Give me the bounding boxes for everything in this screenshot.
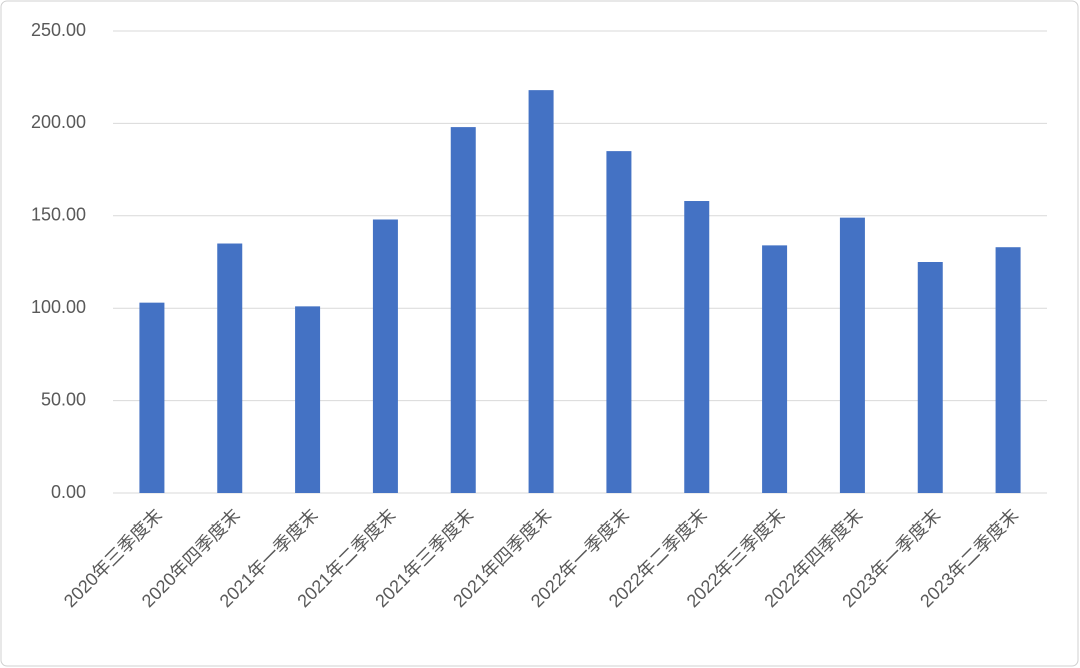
bar	[139, 302, 165, 493]
bar	[839, 217, 865, 493]
bar	[995, 247, 1021, 493]
bar	[606, 151, 632, 493]
bar	[762, 245, 788, 493]
y-tick-label: 0.00	[51, 482, 86, 502]
y-tick-label: 150.00	[31, 205, 86, 225]
bar	[917, 262, 943, 493]
y-tick-label: 250.00	[31, 20, 86, 40]
y-tick-label: 100.00	[31, 297, 86, 317]
y-tick-label: 200.00	[31, 112, 86, 132]
bar	[450, 127, 476, 493]
y-tick-label: 50.00	[41, 389, 86, 409]
bar	[372, 219, 398, 493]
bar	[217, 243, 243, 493]
bar	[528, 90, 554, 494]
bar	[684, 201, 710, 494]
bar	[295, 306, 321, 493]
